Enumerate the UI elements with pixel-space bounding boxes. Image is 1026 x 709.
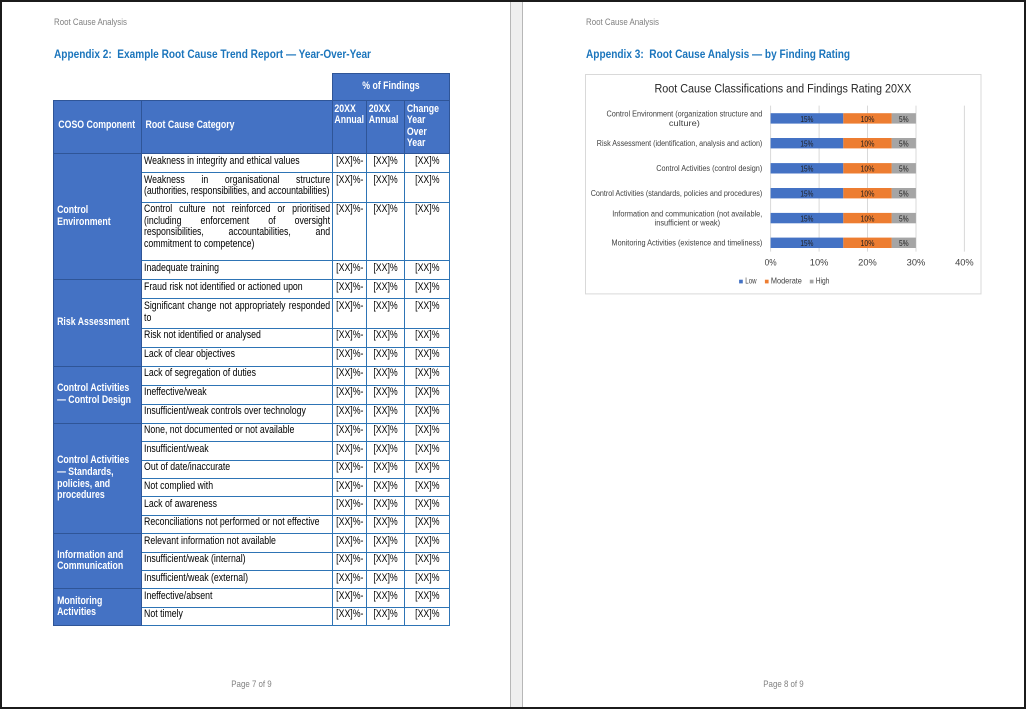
svg-text:Control Environment (organizat: Control Environment (organization struct… (607, 110, 763, 119)
svg-text:Monitoring Activities (existen: Monitoring Activities (existence and tim… (612, 239, 763, 248)
svg-text:10%: 10% (810, 258, 829, 268)
svg-text:5%: 5% (899, 115, 909, 124)
svg-text:30%: 30% (907, 258, 926, 268)
svg-text:10%: 10% (861, 240, 875, 249)
svg-text:High: High (816, 277, 830, 286)
svg-text:5%: 5% (899, 165, 909, 174)
svg-text:5%: 5% (899, 240, 909, 249)
svg-text:5%: 5% (899, 140, 909, 149)
svg-text:10%: 10% (861, 140, 875, 149)
svg-text:Moderate: Moderate (771, 277, 802, 286)
svg-text:Control Activities (control de: Control Activities (control design) (657, 165, 763, 174)
svg-text:Risk Assessment (identificatio: Risk Assessment (identification, analysi… (597, 139, 763, 148)
svg-text:Low: Low (746, 277, 757, 286)
svg-text:Root Cause Classifications and: Root Cause Classifications and Findings … (655, 82, 912, 96)
svg-text:15%: 15% (801, 140, 814, 149)
svg-text:5%: 5% (899, 190, 909, 199)
svg-text:culture): culture) (669, 119, 700, 128)
svg-text:15%: 15% (801, 165, 814, 174)
svg-text:10%: 10% (861, 190, 875, 199)
svg-text:20%: 20% (859, 258, 878, 268)
svg-text:40%: 40% (955, 258, 974, 268)
svg-text:0%: 0% (765, 258, 777, 268)
svg-text:15%: 15% (801, 215, 814, 224)
svg-text:10%: 10% (861, 165, 875, 174)
svg-text:5%: 5% (899, 215, 909, 224)
svg-text:10%: 10% (861, 115, 875, 124)
svg-text:Information and communication: Information and communication (not avail… (613, 210, 763, 219)
svg-text:15%: 15% (801, 240, 814, 249)
svg-text:15%: 15% (801, 115, 814, 124)
svg-text:Control Activities (standards,: Control Activities (standards, policies … (591, 189, 763, 198)
svg-text:10%: 10% (861, 215, 875, 224)
svg-text:15%: 15% (801, 190, 814, 199)
svg-text:insufficient or weak): insufficient or weak) (655, 219, 721, 228)
